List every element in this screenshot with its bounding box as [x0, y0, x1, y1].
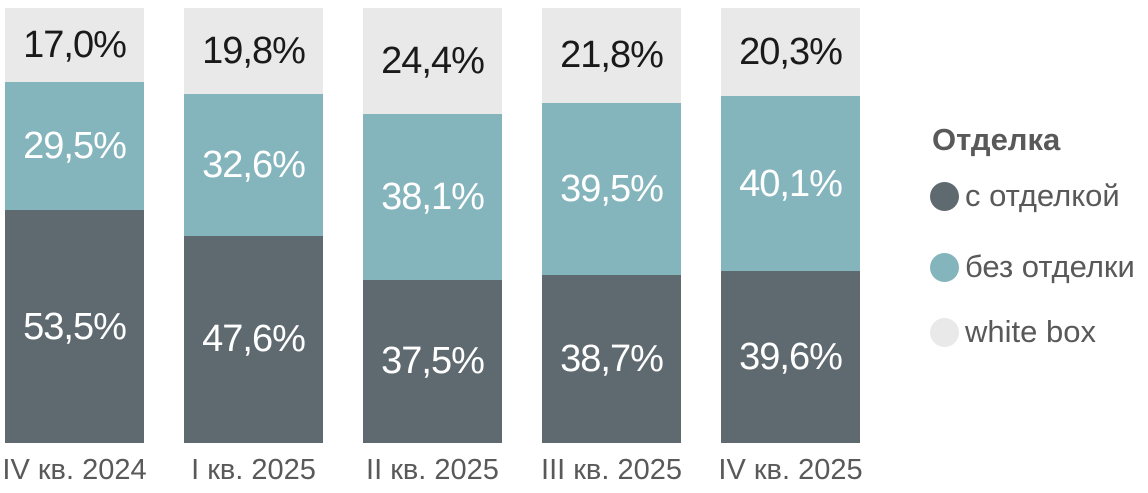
bar-segment: 53,5% — [5, 210, 144, 443]
plot-area: 17,0% 29,5% 53,5% IV кв. 2024 19,8% 32,6% 47,6… — [2, 8, 863, 486]
bar-segment: 17,0% — [5, 8, 144, 82]
x-axis-label: II кв. 2025 — [366, 454, 499, 486]
bar-value-label: 24,4% — [381, 40, 485, 83]
bar-segment: 21,8% — [542, 8, 681, 103]
bar-value-label: 39,5% — [560, 167, 664, 210]
x-axis-label: IV кв. 2024 — [2, 454, 147, 486]
bar-column: 17,0% 29,5% 53,5% — [5, 8, 144, 443]
legend-swatch-lightgray-circle-icon — [930, 317, 959, 347]
bar-value-label: 29,5% — [23, 125, 127, 168]
bar-value-label: 21,8% — [560, 34, 664, 77]
legend: Отделка с отделкой без отделки white box — [930, 0, 1148, 493]
legend-item-bez-otdelki: без отделки — [930, 249, 1135, 285]
bar-column: 21,8% 39,5% 38,7% — [542, 8, 681, 443]
legend-item-label: white box — [965, 314, 1096, 349]
bar-column: 24,4% 38,1% 37,5% — [363, 8, 502, 443]
bar-segment: 32,6% — [184, 94, 323, 236]
legend-swatch-teal-circle-icon — [930, 252, 959, 282]
legend-item-white-box: white box — [930, 314, 1096, 350]
legend-item-s-otdelkoy: с отделкой — [930, 178, 1120, 214]
legend-title: Отделка — [932, 122, 1061, 157]
bar-segment: 19,8% — [184, 8, 323, 95]
bar-value-label: 53,5% — [23, 305, 127, 348]
bar-column: 20,3% 40,1% 39,6% — [721, 8, 860, 443]
bar-value-label: 37,5% — [381, 340, 485, 383]
legend-item-label: без отделки — [965, 249, 1135, 284]
bar-value-label: 39,6% — [739, 335, 843, 378]
bar-value-label: 38,1% — [381, 175, 485, 218]
bar-segment: 38,1% — [363, 114, 502, 280]
bar-segment: 38,7% — [542, 274, 681, 443]
bar-segment: 40,1% — [721, 96, 860, 271]
bar-segment: 29,5% — [5, 81, 144, 211]
x-axis-label: III кв. 2025 — [541, 454, 682, 486]
x-axis-label: IV кв. 2025 — [718, 454, 863, 486]
bar-value-label: 38,7% — [560, 337, 664, 380]
bar-value-label: 32,6% — [202, 144, 306, 187]
bar-column: 19,8% 32,6% 47,6% — [184, 8, 323, 443]
bar-segment: 20,3% — [721, 8, 860, 97]
bar-value-label: 20,3% — [739, 31, 843, 74]
legend-item-label: с отделкой — [965, 178, 1120, 213]
x-axis-label: I кв. 2025 — [191, 454, 316, 486]
bar-value-label: 47,6% — [202, 318, 306, 361]
legend-swatch-dark-circle-icon — [930, 181, 959, 211]
bar-segment: 39,6% — [721, 270, 860, 443]
bar-segment: 47,6% — [184, 235, 323, 443]
bar-segment: 37,5% — [363, 279, 502, 443]
bar-value-label: 40,1% — [739, 162, 843, 205]
bar-segment: 39,5% — [542, 102, 681, 275]
bar-value-label: 19,8% — [202, 30, 306, 73]
bar-value-label: 17,0% — [23, 23, 127, 66]
bar-segment: 24,4% — [363, 8, 502, 115]
